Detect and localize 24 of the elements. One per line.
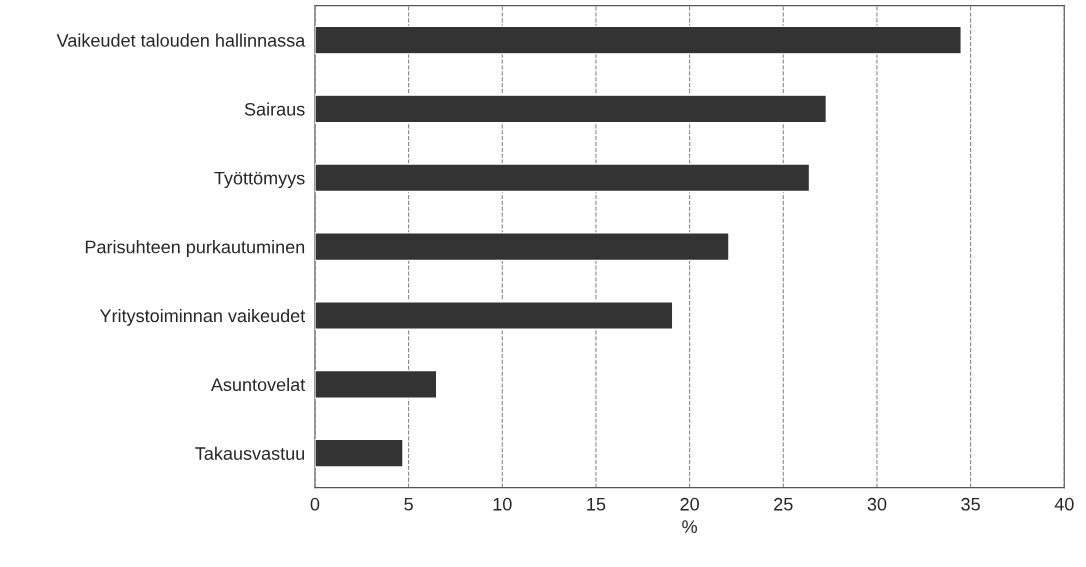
bar [314, 94, 828, 124]
x-tick-label: 40 [1054, 497, 1074, 511]
y-tick-label: Sairaus [244, 102, 305, 116]
bar [314, 301, 674, 330]
x-tick-label: 5 [404, 498, 413, 511]
y-tick-label: Vaikeudet talouden hallinnassa [56, 33, 306, 47]
x-axis-title: % [682, 520, 697, 533]
x-tick-label: 0 [310, 497, 320, 511]
y-tick-label: Parisuhteen purkautuminen [85, 240, 305, 257]
x-tick-label: 10 [493, 497, 512, 511]
x-tick-label: 30 [867, 497, 887, 511]
y-tick-label: Asuntovelat [210, 377, 306, 392]
x-tick-label: 15 [587, 498, 606, 511]
bar [314, 369, 438, 399]
bar [314, 438, 404, 468]
x-tick-label: 35 [961, 497, 980, 511]
y-tick-label: Takausvastuu [195, 446, 305, 460]
y-tick-label: Työttömyys [214, 171, 305, 189]
bar [314, 163, 811, 193]
y-tick-label: Yritystoiminnan vaikeudet [99, 308, 306, 326]
x-tick-label: 20 [680, 497, 699, 511]
bar [314, 232, 730, 262]
bar [314, 25, 962, 55]
x-tick-label: 25 [774, 497, 793, 511]
